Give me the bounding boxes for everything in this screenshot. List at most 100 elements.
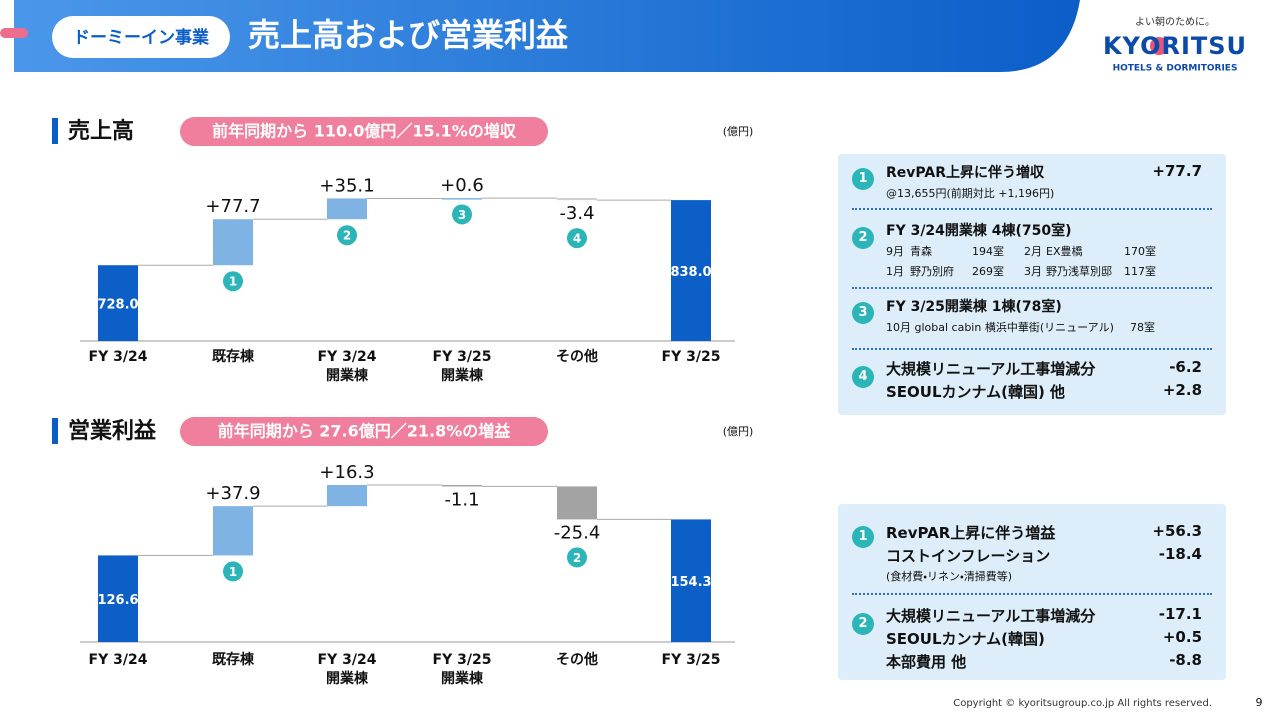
value-label: 838.0 — [670, 265, 711, 280]
section-0: 売上高 前年同期から 110.0億円／15.1%の増収 (億円) — [52, 117, 753, 146]
x-tick-label: 既存棟 — [212, 651, 255, 668]
line-label: SEOULカンナム(韓国) — [886, 630, 1045, 648]
value-label: 154.3 — [670, 575, 711, 590]
item-value: +77.7 — [1152, 162, 1202, 180]
value-label: 126.6 — [97, 593, 138, 608]
item-note: @13,655円(前期対比 +1,196円) — [886, 187, 1055, 200]
separator — [852, 208, 1212, 210]
badge: 3 — [852, 302, 874, 324]
value-label: +37.9 — [205, 483, 260, 504]
bar — [671, 200, 711, 341]
unit: (億円) — [723, 425, 754, 438]
row-cell: 野乃別府 — [910, 265, 954, 278]
line-label: RevPAR上昇に伴う増益 — [886, 524, 1056, 542]
badge — [567, 547, 587, 568]
line-value: +2.8 — [1162, 381, 1202, 399]
summary: 前年同期から 110.0億円／15.1%の増収 — [212, 122, 517, 141]
chart: 728.0 FY 3/24 +77.7 1 既存棟 +35.1 2 FY 3/24 開業棟 +0.… — [80, 175, 735, 384]
row-cell: 194室 — [972, 245, 1004, 258]
unit: (億円) — [723, 125, 754, 138]
bar — [327, 198, 367, 220]
line-value: +56.3 — [1152, 522, 1202, 540]
segment-pill — [52, 16, 230, 58]
x-tick-label: FY 3/25 開業棟 — [433, 349, 492, 384]
summary: 前年同期から 27.6億円／21.8%の増益 — [218, 422, 512, 441]
row-cell: 170室 — [1124, 245, 1156, 258]
badge — [223, 561, 243, 582]
header-band — [14, 0, 1080, 72]
summary-pill — [180, 117, 548, 146]
badge-label: 1 — [229, 275, 237, 289]
value-label: +77.7 — [205, 196, 260, 217]
badge-label: 4 — [573, 232, 581, 246]
item-title: FY 3/25開業棟 1棟(78室) — [886, 299, 1062, 315]
bar — [327, 484, 367, 507]
bar — [442, 484, 482, 487]
bar — [557, 198, 597, 201]
separator — [852, 593, 1212, 595]
x-tick-label: FY 3/24 — [89, 349, 148, 365]
line-label: 大規模リニューアル工事増減分 — [886, 360, 1096, 378]
row-cell: 1月 — [886, 265, 904, 278]
heading-bar — [52, 118, 58, 144]
bar — [557, 486, 597, 520]
x-tick-label: FY 3/24 開業棟 — [318, 652, 377, 687]
row-cell: 3月 — [1024, 265, 1042, 278]
line-label: コストインフレーション — [886, 547, 1051, 565]
bar — [442, 198, 482, 200]
section-1: 営業利益 前年同期から 27.6億円／21.8%の増益 (億円) — [52, 417, 753, 446]
badge — [452, 204, 472, 225]
separator — [852, 287, 1212, 289]
item-title: FY 3/24開業棟 4棟(750室) — [886, 223, 1072, 239]
separator — [852, 348, 1212, 350]
summary-pill — [180, 417, 548, 446]
row-cell: 78室 — [1130, 321, 1155, 334]
badge-label: 3 — [458, 208, 466, 222]
value-label: +0.6 — [440, 175, 484, 196]
value-label: 728.0 — [97, 298, 138, 313]
badge-label: 2 — [573, 551, 581, 565]
heading: 営業利益 — [68, 418, 157, 444]
bar — [98, 265, 138, 341]
bar — [213, 219, 253, 266]
row-cell: 10月 global cabin 横浜中華街(リニューアル) — [886, 321, 1114, 334]
accent — [0, 28, 28, 38]
line-label: 大規模リニューアル工事増減分 — [886, 607, 1096, 625]
badge-label: 1 — [229, 565, 237, 579]
row-cell: 9月 — [886, 245, 904, 258]
x-tick-label: FY 3/25 — [662, 652, 721, 668]
panel: 1 RevPAR上昇に伴う増益 +56.3 コストインフレーション -18.4 (食材… — [838, 504, 1226, 680]
row-cell: 269室 — [972, 265, 1004, 278]
x-tick-label: 既存棟 — [212, 348, 255, 365]
badge — [223, 271, 243, 292]
panel: 1 RevPAR上昇に伴う増収 +77.7 @13,655円(前期対比 +1,1… — [838, 154, 1226, 415]
line-value: -8.8 — [1169, 651, 1202, 669]
chart: 126.6 FY 3/24 +37.9 1 既存棟 +16.3 FY 3/24 開業棟 -1.1… — [80, 462, 735, 687]
item-title: RevPAR上昇に伴う増収 — [886, 165, 1044, 181]
line-label: SEOULカンナム(韓国) 他 — [886, 383, 1066, 401]
value-label: +16.3 — [319, 462, 374, 483]
value-label: -1.1 — [444, 489, 479, 510]
line-value: -6.2 — [1169, 358, 1202, 376]
title: 売上高および営業利益 — [248, 16, 569, 54]
badge: 1 — [852, 526, 874, 548]
heading-bar — [52, 418, 58, 444]
item-note: (食材費・リネン・清掃費等) — [886, 570, 1013, 583]
row-cell: 野乃浅草別邸 — [1046, 265, 1112, 278]
badge — [337, 225, 357, 246]
row-cell: EX豊橋 — [1046, 245, 1083, 258]
badge: 4 — [852, 366, 874, 388]
row-cell: 青森 — [910, 245, 932, 258]
value-label: +35.1 — [319, 175, 374, 196]
logo-sub: HOTELS & DORMITORIES — [1113, 64, 1238, 74]
heading: 売上高 — [68, 118, 134, 144]
badge: 2 — [852, 613, 874, 635]
badge — [567, 228, 587, 249]
logo-name: KYORITSU — [1103, 32, 1247, 60]
line-value: -18.4 — [1158, 545, 1202, 563]
x-tick-label: FY 3/25 開業棟 — [433, 652, 492, 687]
bar — [671, 519, 711, 642]
x-tick-label: FY 3/24 — [89, 652, 148, 668]
